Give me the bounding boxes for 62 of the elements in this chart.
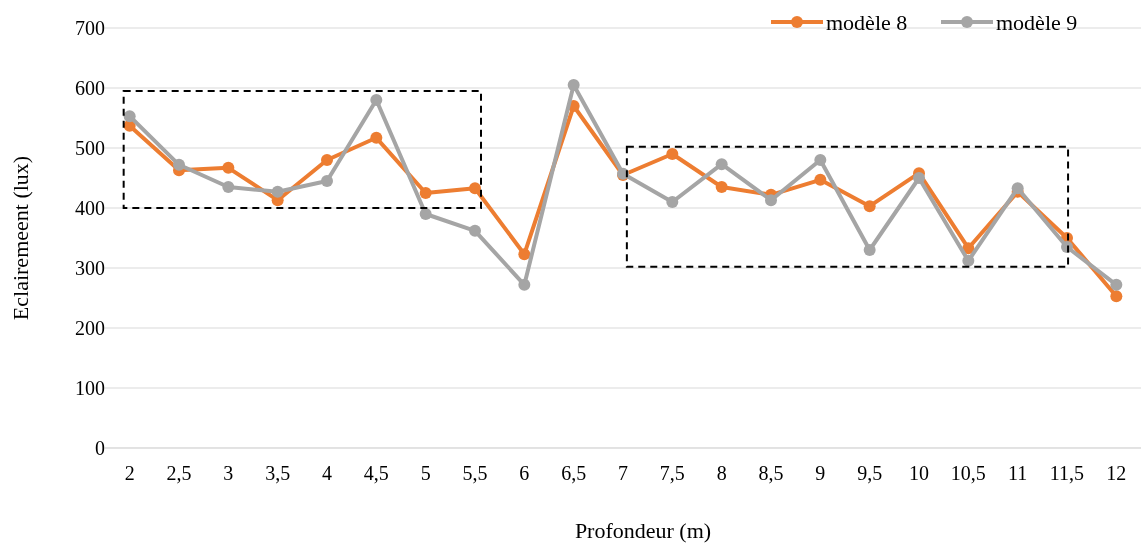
x-tick-label: 9,5 [857,462,883,484]
legend-label: modèle 8 [826,9,908,35]
point [962,254,975,267]
point [321,175,333,187]
x-tick-label: 10,5 [950,462,986,484]
point [1110,278,1123,291]
y-tick-label: 600 [75,77,105,99]
point [666,196,679,208]
point [271,185,284,198]
point [913,172,925,184]
point [567,79,580,91]
y-tick-label: 700 [75,17,105,39]
point [666,148,679,160]
x-tick-label: 7 [618,462,628,484]
point [814,154,827,166]
y-tick-label: 400 [75,197,105,219]
x-tick-label: 5,5 [462,462,488,484]
point [419,187,432,199]
x-tick-label: 7,5 [659,462,685,484]
x-tick-label: 5 [420,462,431,484]
x-tick-label: 11,5 [1049,462,1085,484]
point [469,224,481,237]
x-tick-label: 4,5 [363,462,389,484]
point [419,208,432,220]
point [173,158,185,171]
legend-label: modèle 9 [996,9,1078,35]
x-tick-label: 6 [519,462,530,484]
point [715,181,728,193]
x-tick-label: 12 [1106,462,1127,484]
point [863,200,876,213]
point [123,110,136,123]
x-tick-label: 3,5 [265,462,291,484]
x-tick-label: 11 [1008,462,1028,484]
y-tick-label: 200 [75,317,105,339]
point [715,158,728,171]
point [863,244,876,256]
x-tick-label: 8 [716,462,727,484]
x-axis-title: Profondeur (m) [574,518,712,543]
x-tick-label: 4 [322,462,332,484]
y-tick-label: 0 [95,437,105,459]
point [222,181,235,193]
point [370,94,383,106]
x-tick-label: 3 [223,462,234,484]
point [370,131,383,144]
y-axis-title: Eclairemeent (lux) [8,155,33,321]
x-tick-label: 10 [909,462,929,484]
point [321,154,333,166]
point [518,248,531,261]
x-tick-label: 2 [124,462,135,484]
y-tick-label: 300 [75,257,105,279]
point [765,194,777,207]
point [469,182,481,195]
x-tick-label: 9 [815,462,826,484]
point [222,161,235,174]
y-tick-label: 500 [75,137,105,159]
x-tick-label: 6,5 [561,462,587,484]
x-tick-label: 2,5 [166,462,192,484]
point [1110,290,1123,303]
x-tick-label: 8,5 [758,462,784,484]
y-tick-label: 100 [75,377,105,399]
point [814,173,827,186]
point [518,278,531,291]
